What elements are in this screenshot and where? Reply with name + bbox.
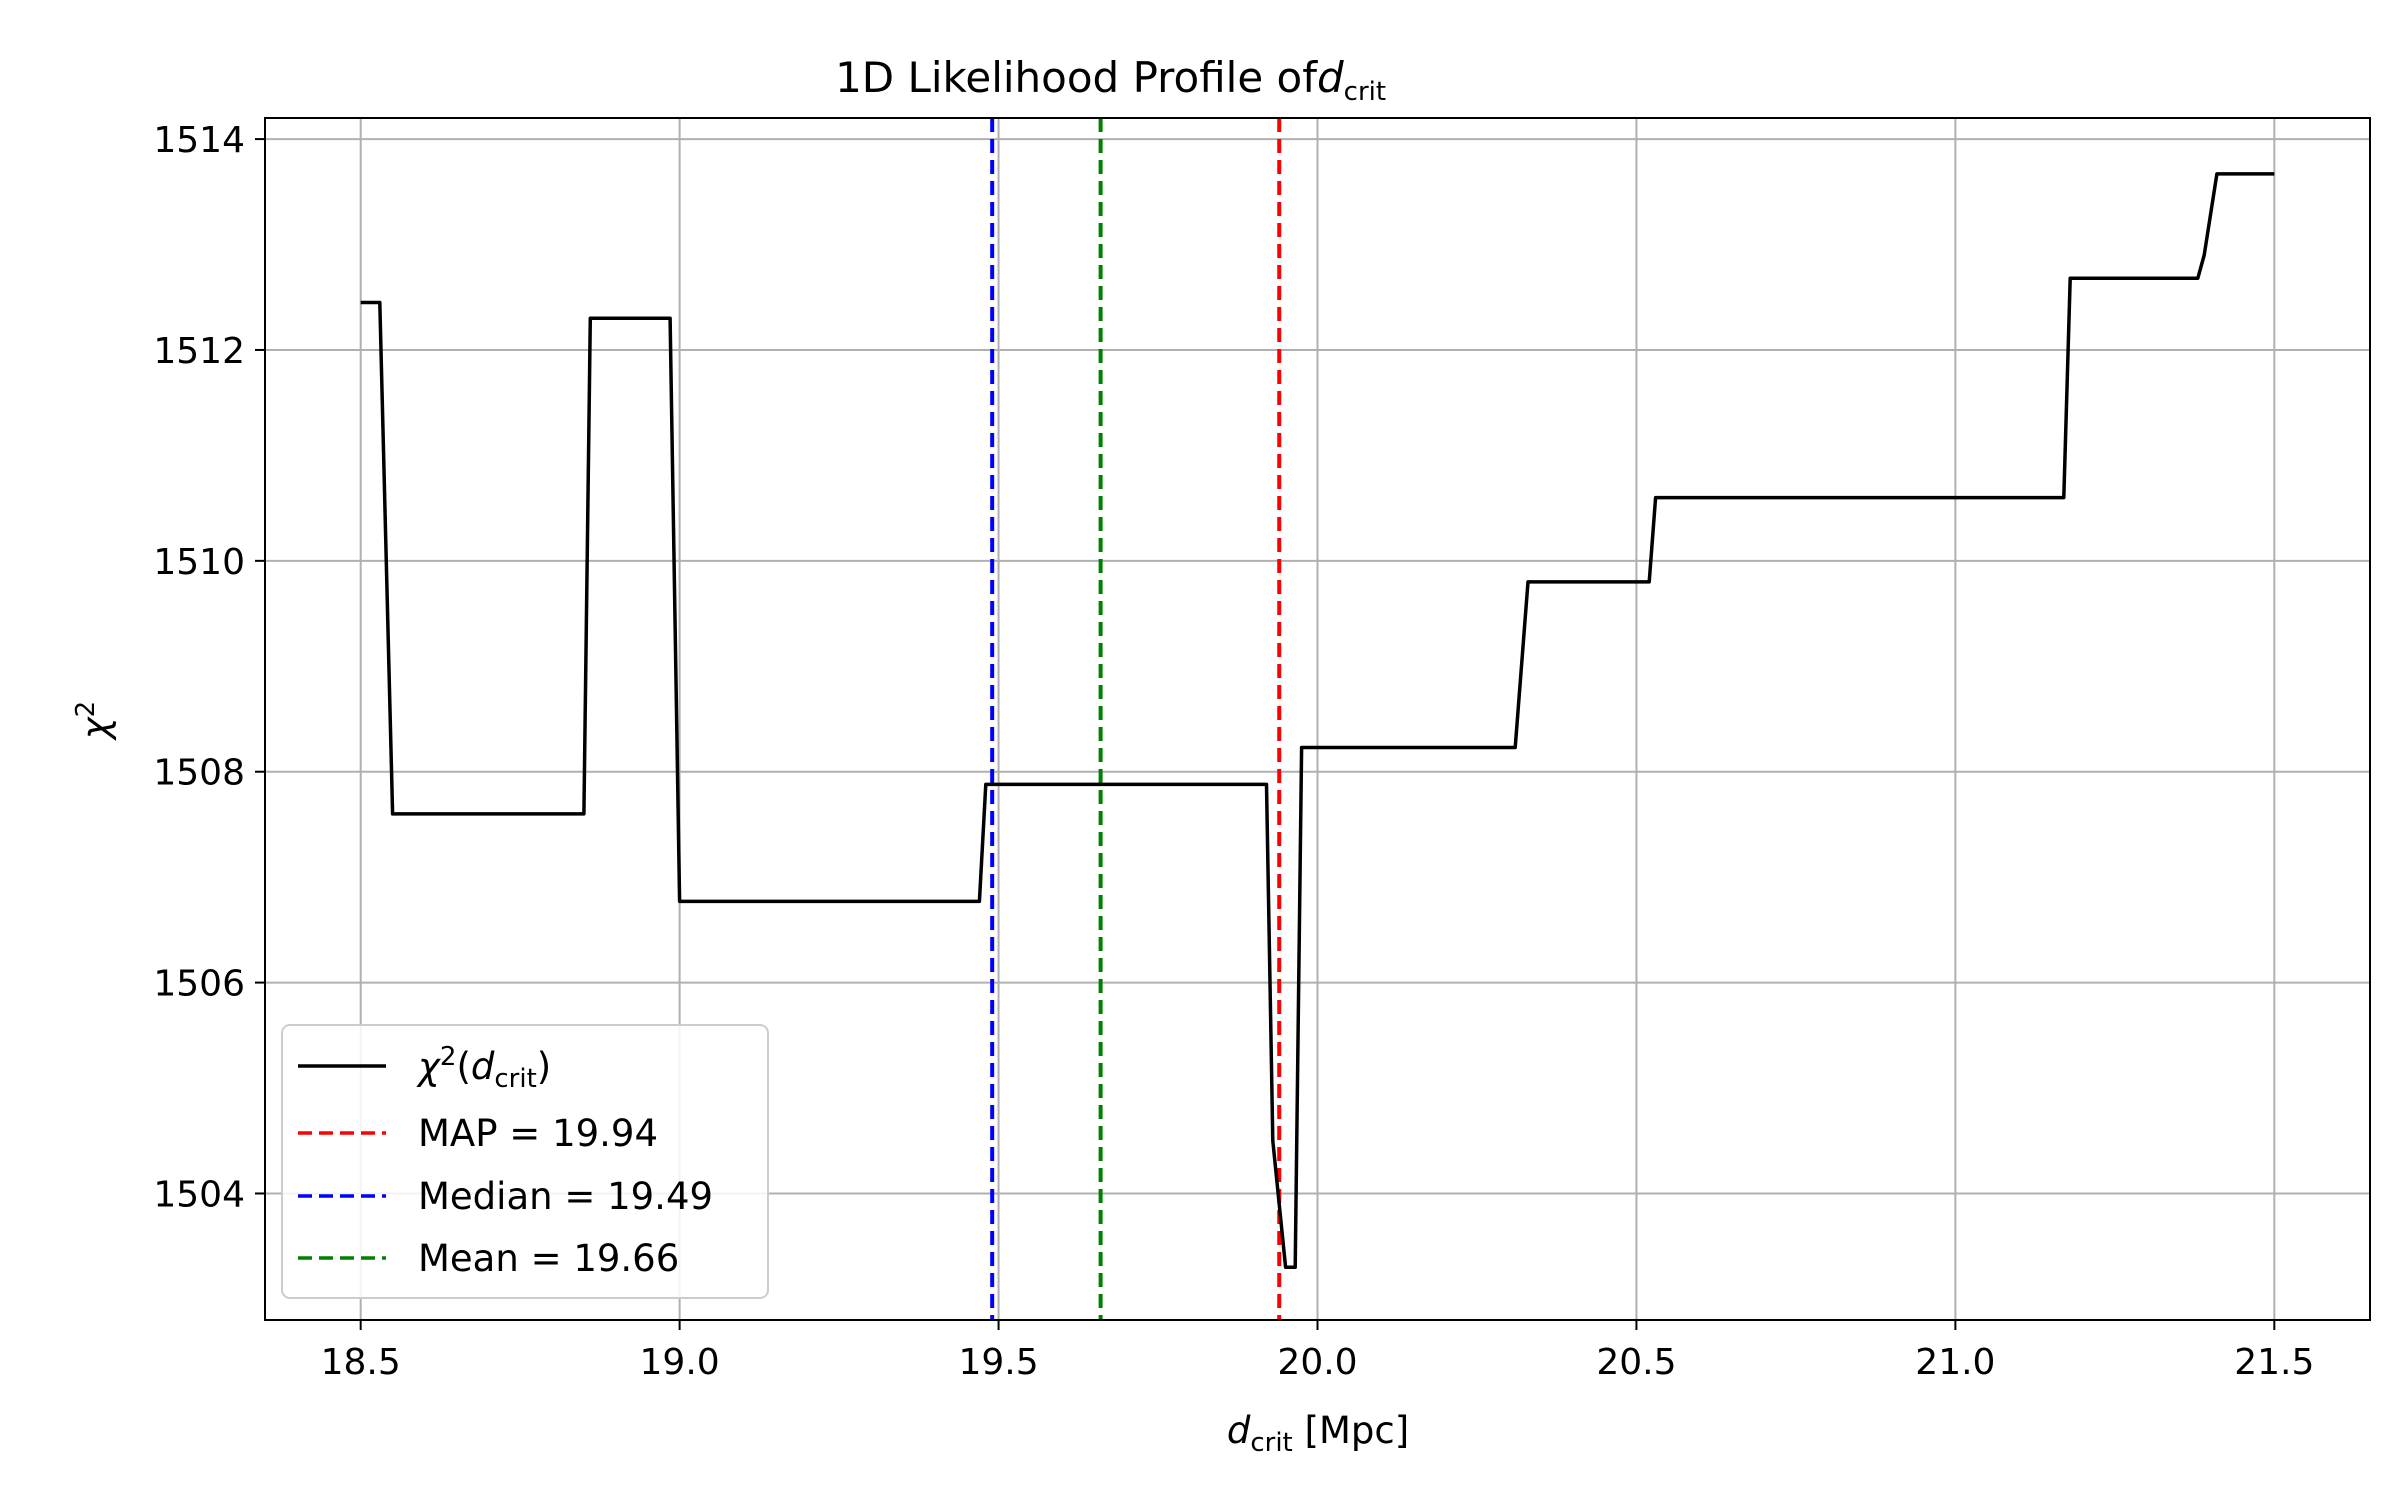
chart-title: 1D Likelihood Profile of: [835, 53, 1318, 102]
x-tick-label: 21.5: [2234, 1342, 2314, 1383]
chart-title-variable: dcrit: [1317, 53, 1386, 107]
legend-box: [281, 1024, 769, 1299]
y-axis-ticks: 1504 1506 1508 1510 1512 1514: [153, 120, 265, 1215]
x-tick-label: 20.0: [1277, 1342, 1357, 1383]
y-tick-label: 1508: [153, 753, 245, 794]
legend-label-series: χ2(dcrit): [416, 1042, 551, 1094]
x-tick-label: 21.0: [1915, 1342, 1995, 1383]
reference-lines: [990, 118, 1282, 1320]
legend-label-map: MAP = 19.94: [418, 1112, 658, 1155]
x-axis-ticks: 18.5 19.0 19.5 20.0 20.5 21.0 21.5: [321, 1320, 2314, 1383]
series-group: [360, 172, 2275, 1270]
x-axis-label: dcrit [Mpc]: [1227, 1409, 1409, 1458]
legend: χ2(dcrit) MAP = 19.94 Median = 19.49 Mea…: [281, 1024, 769, 1299]
legend-label-median: Median = 19.49: [418, 1175, 713, 1218]
grid: [265, 118, 2370, 1320]
series-line-chi2: [360, 172, 2275, 1270]
y-tick-label: 1506: [153, 964, 245, 1005]
x-tick-label: 19.5: [958, 1342, 1038, 1383]
y-tick-label: 1510: [153, 542, 245, 583]
y-tick-label: 1514: [153, 120, 245, 161]
x-tick-label: 18.5: [321, 1342, 401, 1383]
x-tick-label: 19.0: [640, 1342, 720, 1383]
y-tick-label: 1512: [153, 331, 245, 372]
legend-label-mean: Mean = 19.66: [418, 1237, 679, 1280]
y-tick-label: 1504: [153, 1174, 245, 1215]
x-tick-label: 20.5: [1596, 1342, 1676, 1383]
y-axis-label: χ2: [71, 701, 117, 741]
